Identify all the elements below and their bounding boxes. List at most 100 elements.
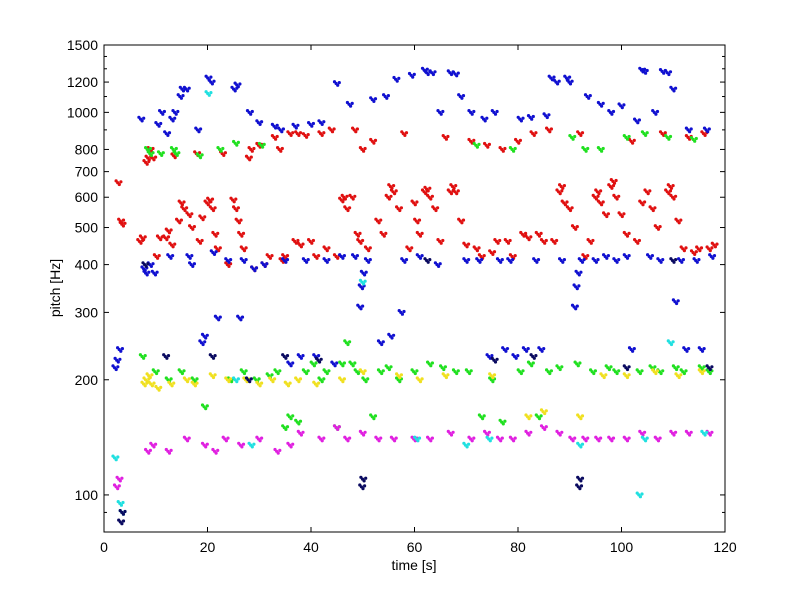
data-point xyxy=(169,448,173,452)
data-point xyxy=(529,430,533,434)
data-point xyxy=(242,260,247,264)
data-point xyxy=(638,495,643,499)
data-point xyxy=(510,258,515,262)
data-point xyxy=(285,354,290,358)
data-point xyxy=(146,262,150,266)
data-point xyxy=(206,203,210,207)
data-point xyxy=(258,122,262,126)
data-point xyxy=(200,238,204,243)
data-point xyxy=(239,218,243,222)
data-point xyxy=(593,369,598,373)
data-point xyxy=(173,242,177,246)
data-point xyxy=(151,146,155,151)
data-point xyxy=(615,260,619,264)
data-point xyxy=(193,384,197,388)
data-point xyxy=(708,367,712,372)
data-point xyxy=(260,436,264,440)
data-point xyxy=(211,375,216,380)
data-point xyxy=(229,258,233,262)
data-point xyxy=(123,509,127,514)
data-point xyxy=(644,133,648,137)
data-point xyxy=(392,184,396,188)
data-point xyxy=(372,141,376,145)
data-point xyxy=(389,194,393,198)
data-point xyxy=(586,254,590,258)
data-point xyxy=(548,371,552,376)
data-point xyxy=(393,439,397,443)
data-point xyxy=(176,109,180,114)
data-point xyxy=(579,445,583,449)
data-point xyxy=(503,146,507,151)
data-point xyxy=(121,224,125,228)
data-point xyxy=(477,246,481,250)
data-point xyxy=(403,133,407,137)
data-point xyxy=(429,439,433,443)
data-point xyxy=(442,367,446,372)
data-point xyxy=(151,262,155,266)
data-point xyxy=(361,238,365,243)
data-point xyxy=(446,373,450,377)
data-point xyxy=(491,380,495,384)
data-point xyxy=(240,445,244,449)
data-point xyxy=(325,249,329,253)
data-point xyxy=(645,68,649,73)
data-point xyxy=(195,381,199,385)
data-point xyxy=(355,254,359,258)
data-point xyxy=(449,433,454,437)
data-point xyxy=(632,347,636,351)
data-point xyxy=(200,153,204,157)
data-point xyxy=(415,369,419,373)
data-point xyxy=(625,256,630,260)
data-point xyxy=(291,442,295,446)
data-point xyxy=(524,231,528,235)
data-points xyxy=(111,66,719,526)
data-point xyxy=(645,131,649,135)
data-point xyxy=(397,76,401,80)
data-point xyxy=(646,192,650,196)
data-point xyxy=(348,436,352,440)
data-point xyxy=(455,371,459,376)
data-point xyxy=(636,241,640,245)
data-point xyxy=(166,133,170,137)
data-point xyxy=(430,436,434,440)
x-tick-label: 0 xyxy=(100,539,108,555)
data-point xyxy=(310,241,314,245)
data-point xyxy=(415,200,419,204)
data-point xyxy=(449,192,454,196)
data-point xyxy=(362,282,366,286)
data-point xyxy=(169,377,173,381)
data-point xyxy=(667,137,671,141)
data-point xyxy=(412,72,416,76)
data-point xyxy=(676,365,680,369)
data-point xyxy=(285,254,290,258)
data-point xyxy=(579,479,583,483)
data-point xyxy=(627,231,631,235)
data-point xyxy=(702,347,706,351)
data-point xyxy=(610,439,614,443)
data-point xyxy=(285,258,290,262)
data-point xyxy=(544,425,548,429)
data-point xyxy=(617,194,621,198)
data-point xyxy=(236,85,240,89)
data-point xyxy=(574,227,578,231)
data-point xyxy=(456,71,460,75)
data-point xyxy=(205,442,209,446)
data-point xyxy=(693,139,697,143)
data-point xyxy=(659,371,663,376)
data-point xyxy=(152,158,156,162)
data-point xyxy=(123,221,127,225)
data-point xyxy=(472,109,476,114)
data-point xyxy=(275,134,279,139)
data-point xyxy=(317,254,321,258)
data-point xyxy=(167,231,172,235)
data-point xyxy=(209,200,213,204)
data-point xyxy=(274,137,278,141)
data-point xyxy=(679,218,683,222)
data-point xyxy=(576,364,580,368)
data-point xyxy=(298,377,303,381)
data-point xyxy=(601,200,605,204)
data-point xyxy=(548,130,552,134)
data-point xyxy=(574,307,578,311)
data-point xyxy=(172,381,176,385)
data-point xyxy=(145,273,149,277)
